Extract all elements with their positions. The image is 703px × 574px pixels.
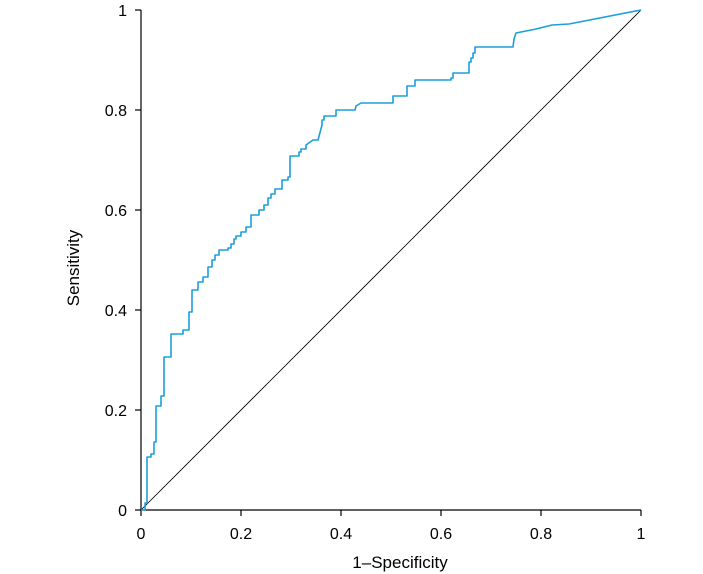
y-tick-label: 0.8 (105, 103, 127, 120)
axis-ticks: 0 0.2 0.4 0.6 0.8 1 0 0.2 0.4 0.6 0.8 1 (105, 3, 646, 543)
y-tick-label: 0.6 (105, 203, 127, 220)
x-tick-label: 0.2 (230, 526, 252, 543)
y-axis-title: Sensitivity (64, 229, 83, 306)
y-tick-label: 0 (118, 503, 127, 520)
reference-diagonal-line (140, 9, 642, 511)
y-tick-label: 1 (118, 3, 127, 20)
x-tick-label: 0.6 (430, 526, 452, 543)
roc-curve-line (141, 9, 642, 511)
x-tick-label: 0.4 (330, 526, 352, 543)
plot-area: 0 0.2 0.4 0.6 0.8 1 0 0.2 0.4 0.6 0.8 1 (105, 3, 646, 543)
x-axis-title: 1–Specificity (352, 553, 448, 572)
x-tick-label: 0.8 (530, 526, 552, 543)
x-tick-label: 1 (637, 526, 646, 543)
y-tick-label: 0.2 (105, 403, 127, 420)
x-tick-label: 0 (137, 526, 146, 543)
y-tick-label: 0.4 (105, 303, 127, 320)
